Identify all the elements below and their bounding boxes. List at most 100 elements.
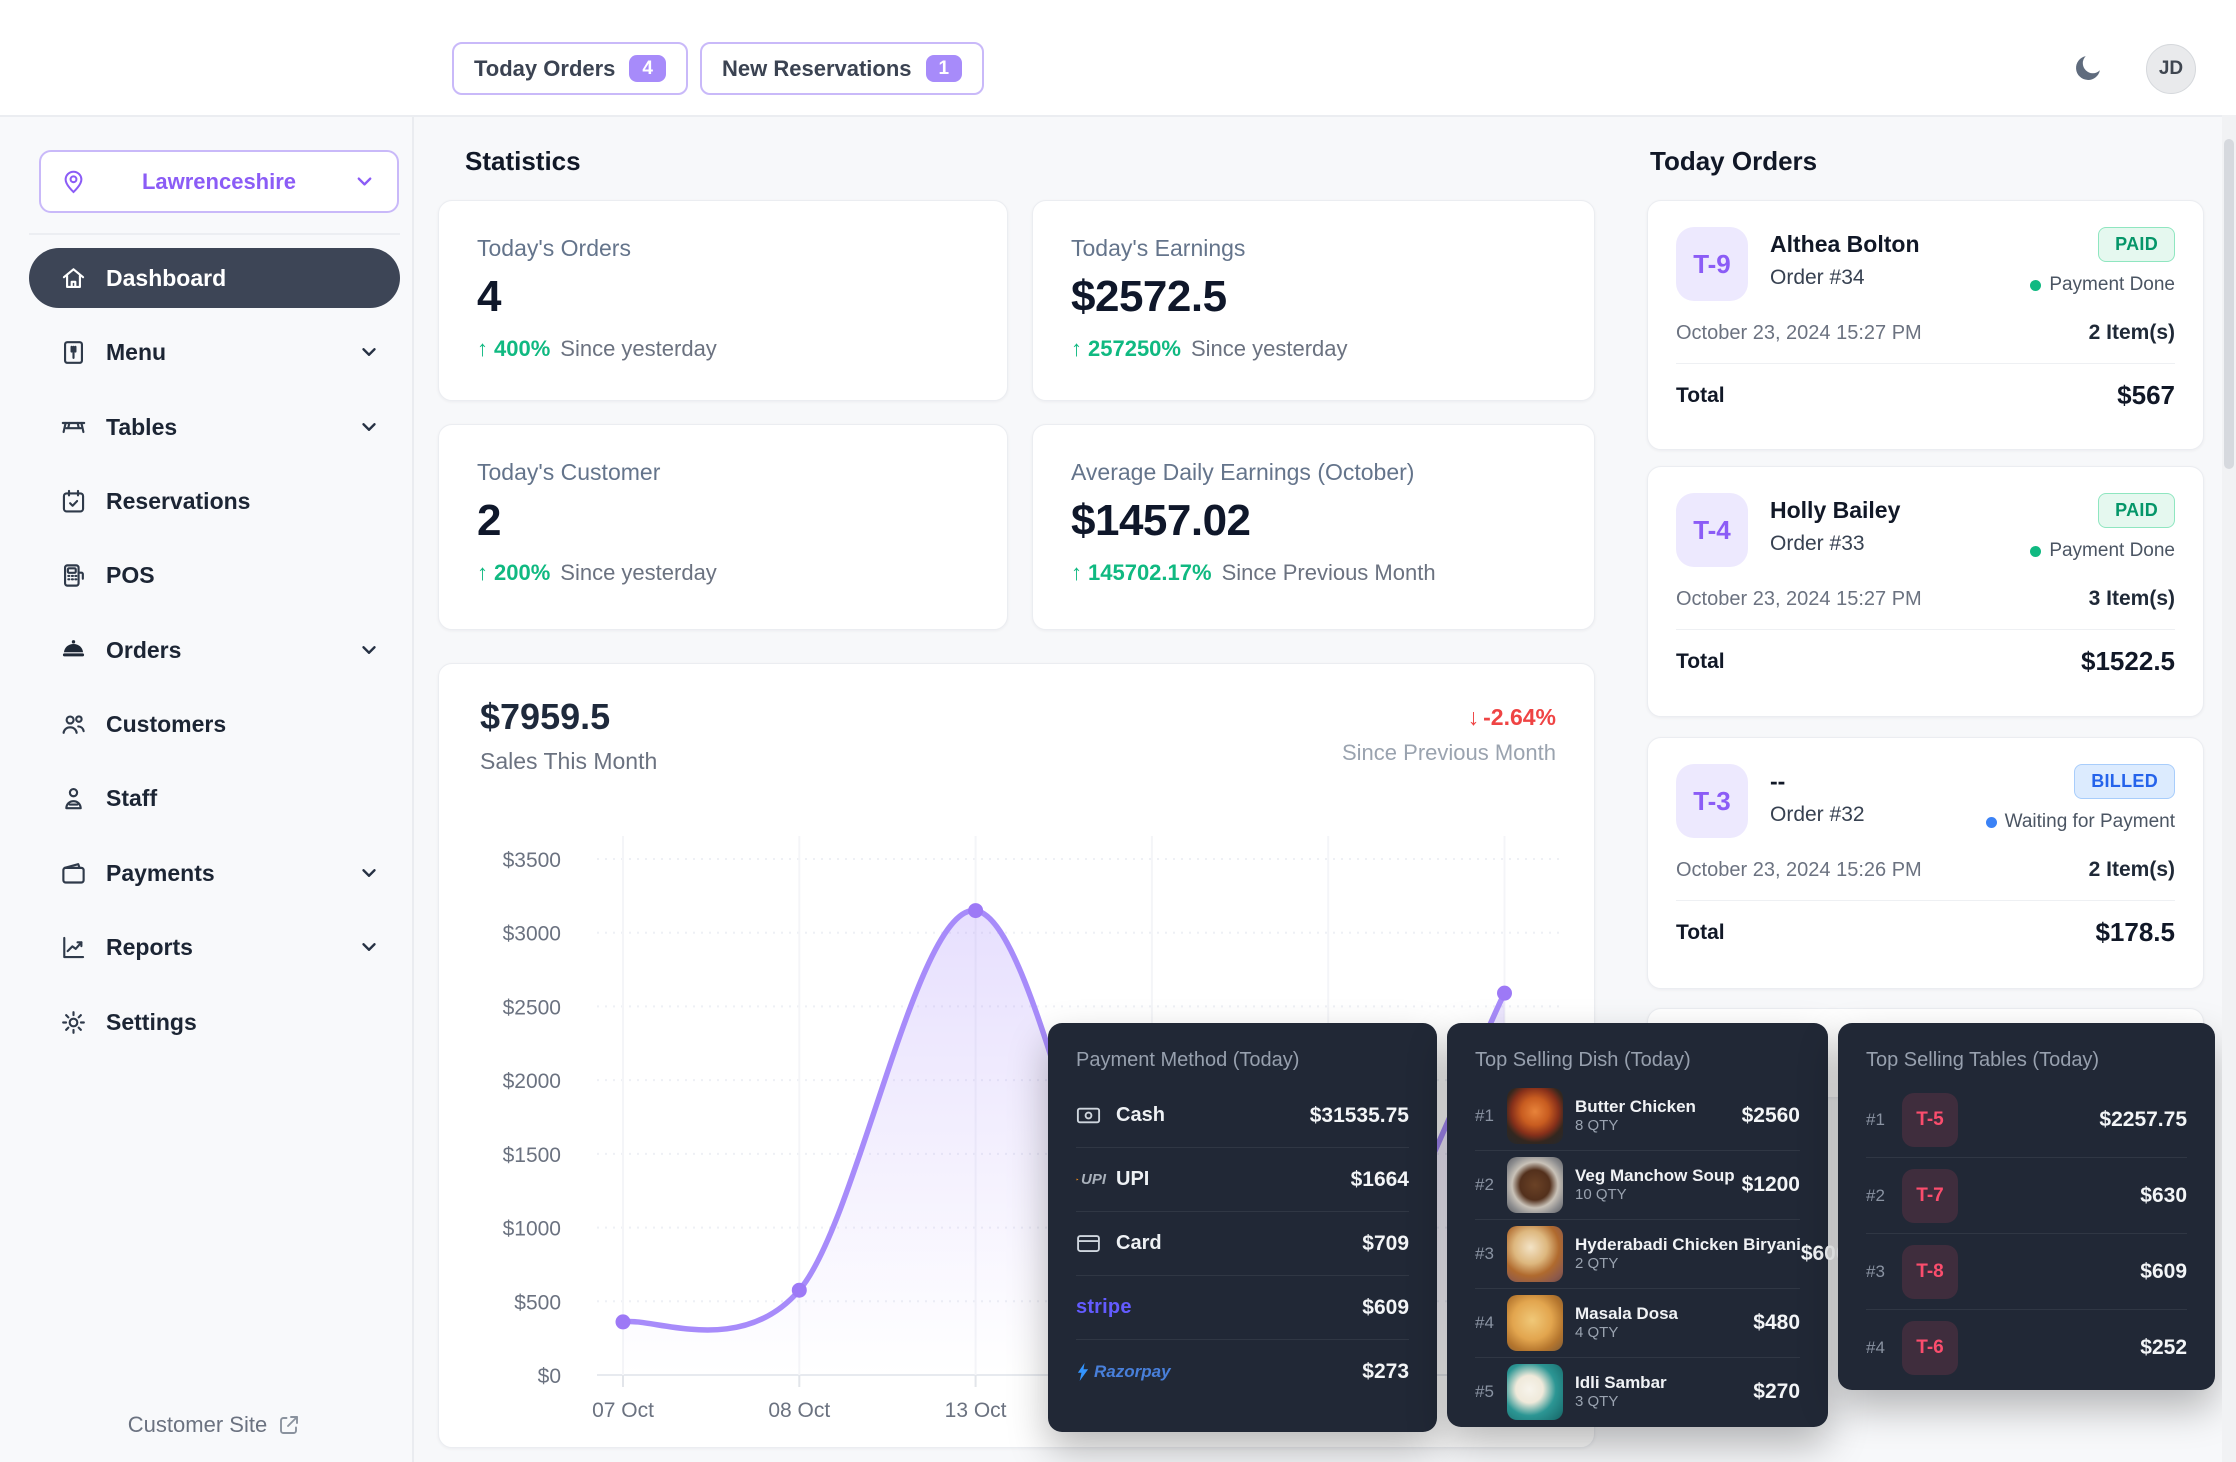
svg-text:$3000: $3000: [503, 923, 561, 946]
stat-delta-pct: 145702.17%: [1088, 560, 1212, 585]
order-number: Order #32: [1770, 803, 1865, 826]
order-number: Order #33: [1770, 532, 1865, 555]
svg-text:13 Oct: 13 Oct: [945, 1399, 1007, 1422]
chevron-down-icon: [358, 341, 380, 363]
dish-photo: [1507, 1157, 1563, 1213]
order-card[interactable]: T-4 Holly Bailey Order #33 PAID Payment …: [1647, 466, 2204, 717]
sidebar-item-dashboard[interactable]: Dashboard: [29, 248, 400, 308]
sidebar-item-payments[interactable]: Payments: [29, 850, 400, 896]
calendar-check-icon: [59, 487, 88, 516]
today-orders-button[interactable]: Today Orders 4: [452, 42, 688, 95]
sales-month-delta: ↓ -2.64%: [1467, 704, 1556, 730]
status-dot: [2030, 279, 2042, 291]
chevron-down-icon: [358, 639, 380, 661]
today-orders-count-badge: 4: [629, 55, 666, 82]
dish-row: #5 Idli Sambar 3 QTY $270: [1475, 1358, 1800, 1426]
dish-rank: #3: [1475, 1244, 1494, 1263]
table-amount: $2257.75: [2099, 1107, 2187, 1131]
svg-text:08 Oct: 08 Oct: [768, 1399, 830, 1422]
customer-site-link[interactable]: Customer Site: [29, 1412, 400, 1438]
dish-amount: $480: [1753, 1311, 1800, 1334]
order-customer: Holly Bailey: [1770, 497, 1901, 523]
up-arrow-icon: ↑: [1071, 336, 1082, 361]
sidebar-item-reservations[interactable]: Reservations: [29, 478, 400, 524]
stat-card-todays-earnings: Today's Earnings $2572.5 ↑ 257250% Since y…: [1032, 200, 1595, 401]
sidebar-item-label: Settings: [106, 1008, 197, 1035]
order-customer: --: [1770, 768, 1786, 794]
stat-delta-pct: 200%: [494, 560, 551, 585]
svg-text:$1500: $1500: [503, 1144, 561, 1167]
table-row: #4 T-6 $252: [1866, 1310, 2187, 1385]
order-datetime: October 23, 2024 15:27 PM: [1676, 321, 1922, 344]
stripe-logo: stripe: [1076, 1296, 1132, 1318]
razorpay-bolt-icon: [1076, 1362, 1090, 1381]
svg-text:$2500: $2500: [503, 996, 561, 1019]
order-card[interactable]: T-9 Althea Bolton Order #34 PAID Payment…: [1647, 200, 2204, 450]
gear-icon: [59, 1008, 88, 1037]
table-badge-red: T-7: [1902, 1168, 1958, 1223]
location-select[interactable]: Lawrenceshire: [39, 150, 399, 213]
sidebar-item-customers[interactable]: Customers: [29, 701, 400, 747]
dish-photo: [1507, 1088, 1563, 1144]
payment-amount: $273: [1362, 1359, 1409, 1383]
stat-delta-note: Since yesterday: [560, 560, 717, 585]
top-selling-dish-panel: Top Selling Dish (Today) #1 Butter Chick…: [1447, 1023, 1848, 1427]
svg-text:07 Oct: 07 Oct: [592, 1399, 654, 1422]
dish-amount: $270: [1753, 1380, 1800, 1403]
dark-mode-toggle[interactable]: [2064, 44, 2112, 92]
order-items-count: 2 Item(s): [2088, 321, 2175, 344]
sidebar-item-label: Menu: [106, 338, 167, 365]
sales-month-total: $7959.5: [480, 696, 611, 737]
order-total-value: $178.5: [2095, 917, 2175, 947]
order-datetime: October 23, 2024 15:26 PM: [1676, 858, 1922, 881]
dish-qty: 2 QTY: [1575, 1255, 1619, 1272]
stat-delta-note: Since Previous Month: [1221, 560, 1436, 585]
new-reservations-button[interactable]: New Reservations 1: [700, 42, 985, 95]
cloche-icon: [59, 636, 88, 665]
sidebar-item-orders[interactable]: Orders: [29, 627, 400, 673]
dish-qty: 3 QTY: [1575, 1393, 1619, 1410]
scrollbar-thumb[interactable]: [2224, 139, 2234, 469]
svg-text:$0: $0: [538, 1365, 561, 1388]
down-arrow-icon: ↓: [1467, 704, 1480, 730]
sidebar-item-pos[interactable]: POS: [29, 552, 400, 598]
status-badge: PAID: [2098, 227, 2175, 262]
sales-month-delta-note: Since Previous Month: [1342, 740, 1556, 765]
up-arrow-icon: ↑: [477, 560, 488, 585]
sidebar-item-staff[interactable]: Staff: [29, 775, 400, 821]
sidebar-item-label: Payments: [106, 859, 215, 886]
chevron-down-icon: [358, 416, 380, 438]
sidebar-item-label: Customers: [106, 710, 227, 737]
statistics-title: Statistics: [465, 146, 581, 176]
chart-trend-icon: [59, 933, 88, 962]
order-total-label: Total: [1676, 920, 1725, 944]
sidebar-item-reports[interactable]: Reports: [29, 924, 400, 970]
top-selling-tables-title: Top Selling Tables (Today): [1866, 1049, 2100, 1071]
scrollbar[interactable]: [2222, 115, 2236, 1462]
sidebar-item-menu[interactable]: Menu: [29, 329, 400, 375]
today-orders-button-label: Today Orders: [474, 55, 616, 81]
sidebar-item-tables[interactable]: Tables: [29, 404, 400, 450]
payment-amount: $609: [1362, 1295, 1409, 1319]
order-total-value: $567: [2117, 380, 2175, 410]
dish-rank: #5: [1475, 1382, 1494, 1401]
user-avatar[interactable]: JD: [2146, 44, 2196, 94]
chevron-down-icon: [358, 936, 380, 958]
sidebar-item-label: Orders: [106, 636, 182, 663]
stat-label: Today's Earnings: [1071, 235, 1246, 261]
dish-row: #1 Butter Chicken 8 QTY $2560: [1475, 1082, 1800, 1151]
table-badge-red: T-8: [1902, 1244, 1958, 1299]
table-badge-red: T-6: [1902, 1320, 1958, 1375]
dish-name: Masala Dosa: [1575, 1304, 1678, 1323]
dish-rank: #1: [1475, 1106, 1494, 1125]
dish-photo: [1507, 1226, 1563, 1282]
order-card[interactable]: T-3 -- Order #32 BILLED Waiting for Paym…: [1647, 737, 2204, 989]
location-pin-icon: [59, 167, 88, 196]
cash-icon: [1076, 1103, 1106, 1128]
order-total-label: Total: [1676, 383, 1725, 407]
dish-photo: [1507, 1364, 1563, 1420]
stat-value: 4: [477, 272, 501, 321]
stat-value: 2: [477, 496, 501, 545]
credit-card-icon: [1076, 1231, 1106, 1256]
sidebar-item-settings[interactable]: Settings: [29, 999, 400, 1045]
